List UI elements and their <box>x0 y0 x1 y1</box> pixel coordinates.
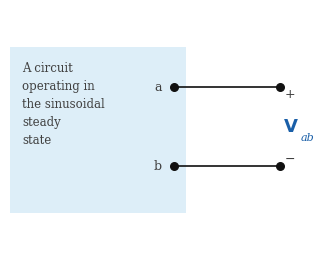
Text: A circuit
operating in
the sinusoidal
steady
state: A circuit operating in the sinusoidal st… <box>22 62 105 147</box>
Text: b: b <box>154 160 162 173</box>
Text: ab: ab <box>301 133 315 143</box>
Text: $\mathbf{V}$: $\mathbf{V}$ <box>283 118 299 136</box>
Text: +: + <box>284 88 295 101</box>
Text: a: a <box>154 81 162 94</box>
Point <box>277 85 283 89</box>
Text: −: − <box>285 153 295 166</box>
Bar <box>10 47 186 213</box>
Point <box>172 164 177 168</box>
Point <box>172 85 177 89</box>
Point <box>277 164 283 168</box>
